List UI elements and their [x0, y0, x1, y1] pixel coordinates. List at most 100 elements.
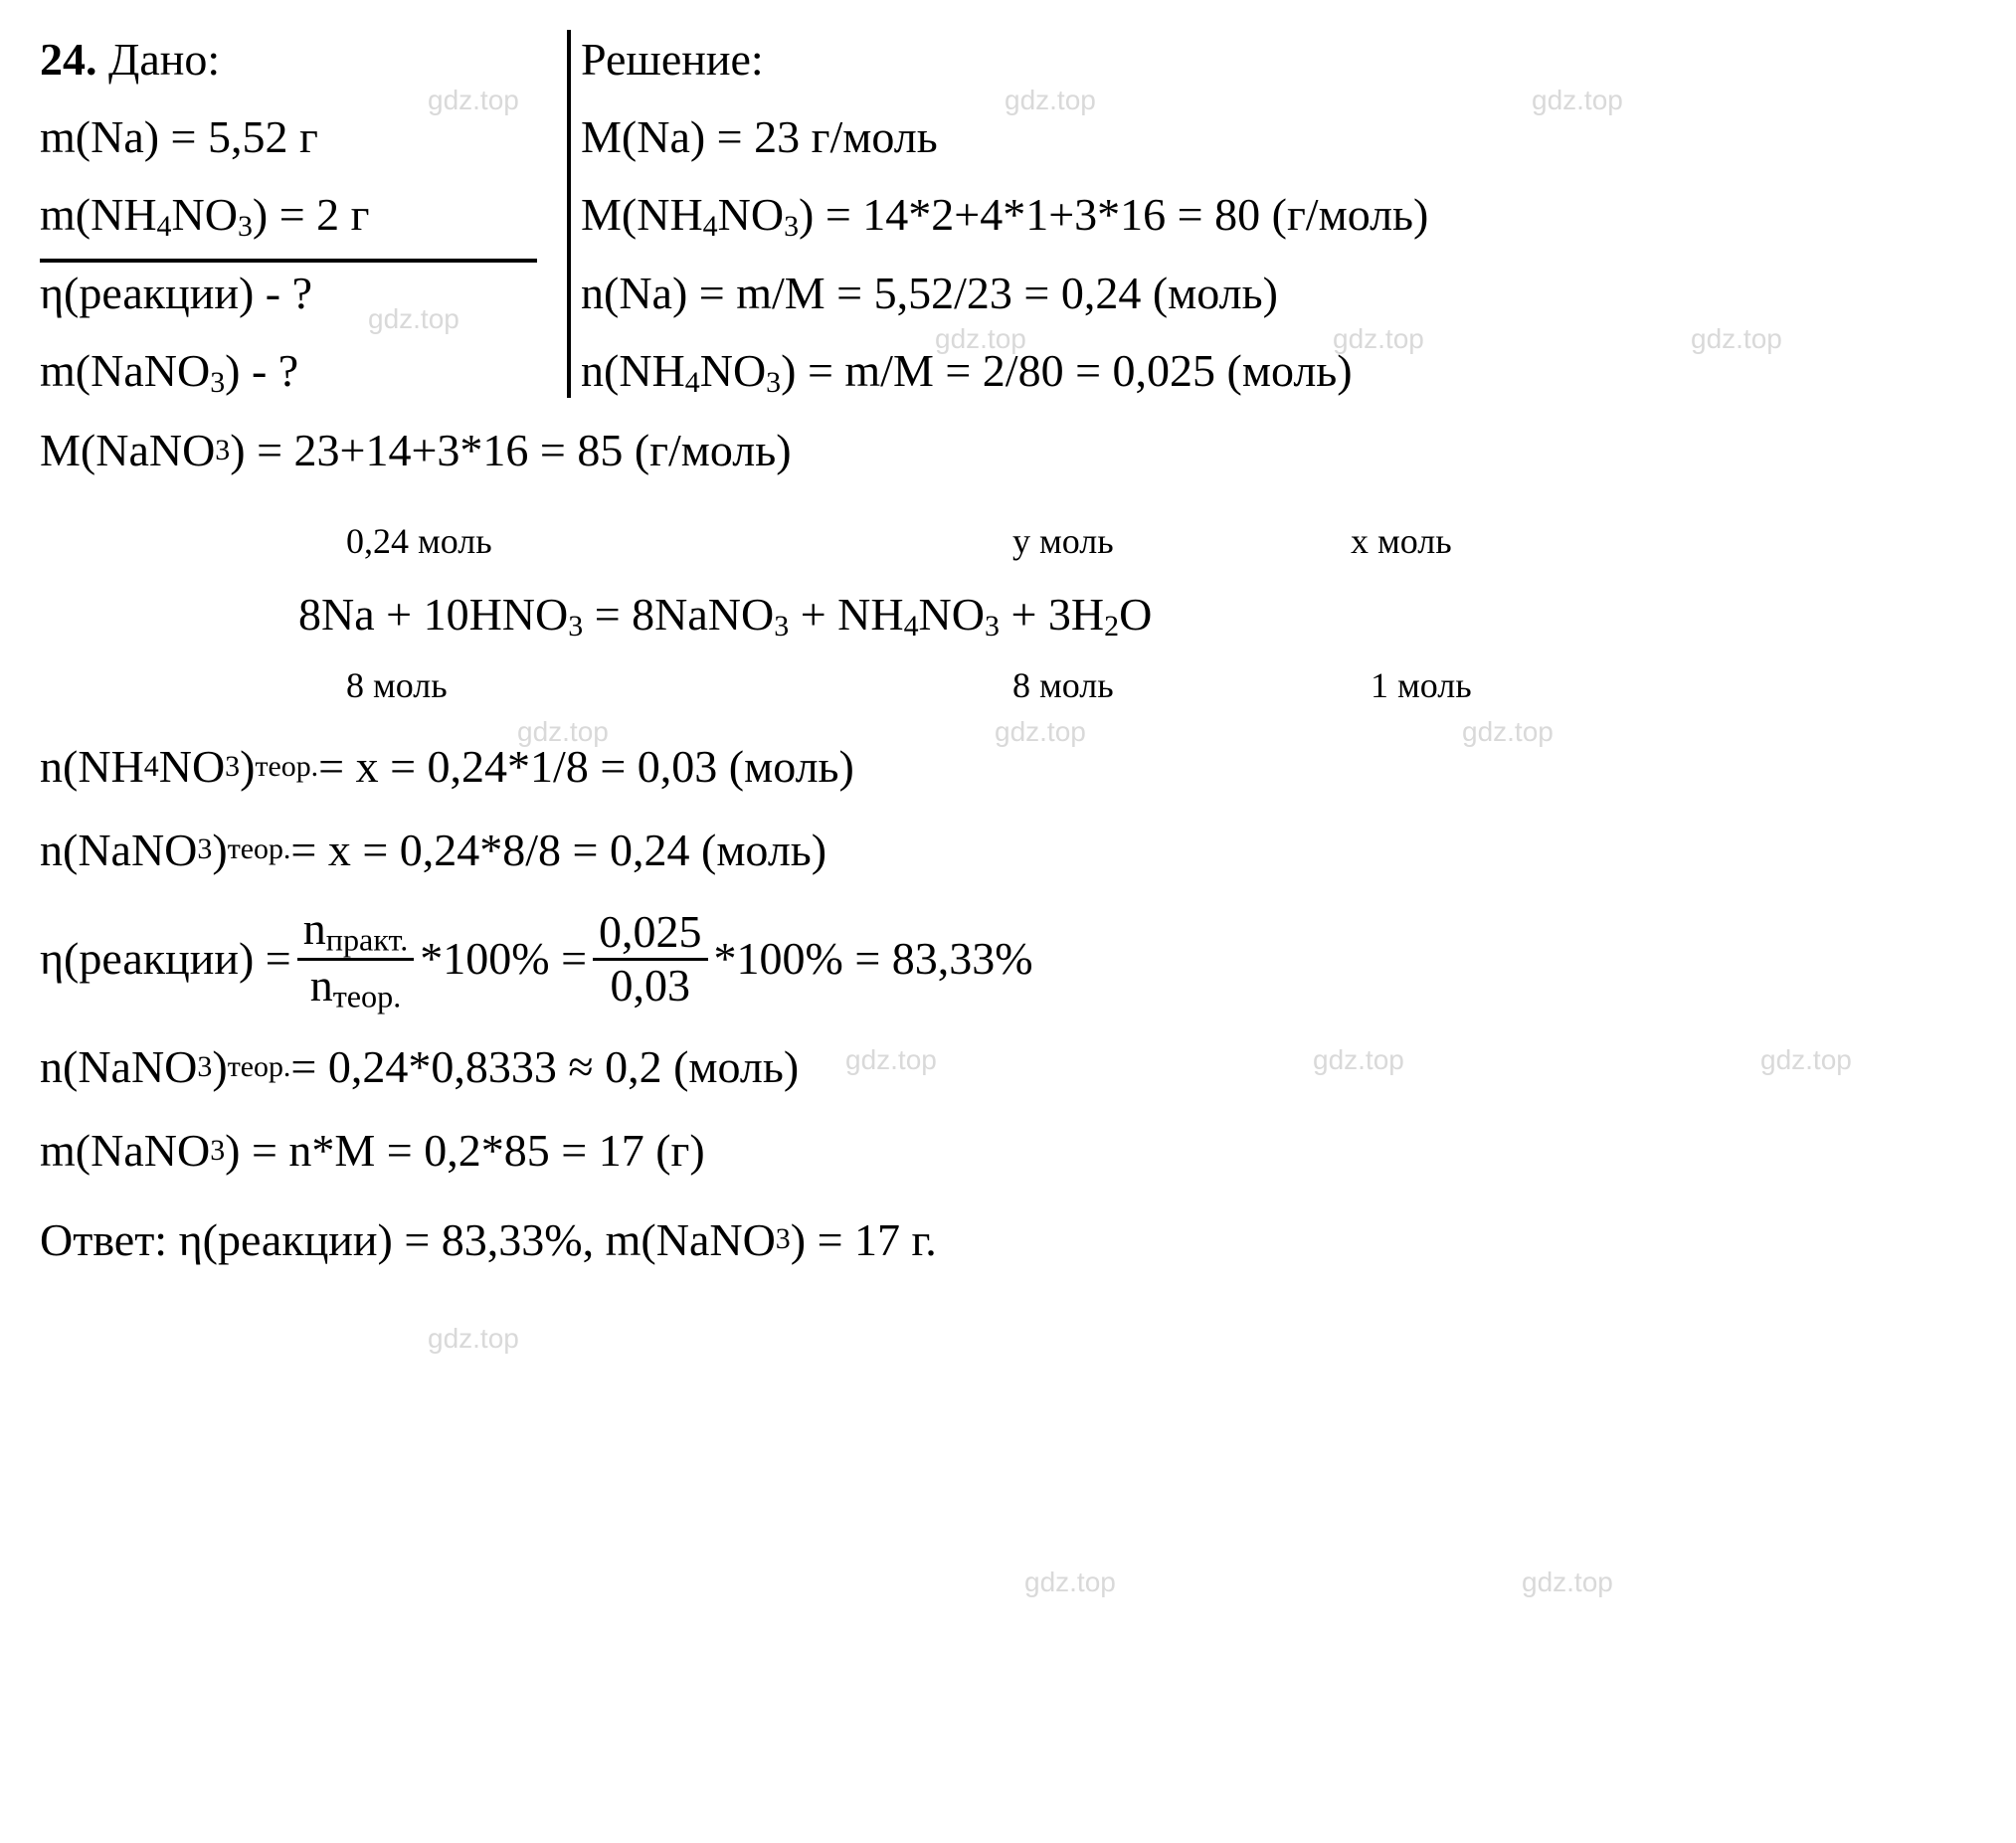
eq-bottom-annotations: 8 моль 8 моль 1 моль	[298, 664, 1976, 707]
subscript: теор.	[255, 748, 318, 787]
given-line-2: m(NH4NO3) = 2 г	[40, 189, 370, 240]
subscript: 3	[225, 748, 240, 787]
problem-number: 24. Дано:	[40, 34, 220, 85]
given-line-1: m(Na) = 5,52 г	[40, 111, 318, 162]
txt-part: = x = 0,24*1/8 = 0,03 (моль)	[318, 737, 854, 797]
txt-part: )	[212, 821, 227, 880]
subscript: 3	[210, 1132, 225, 1171]
calc-line-1: n(NH4NO3)теор. = x = 0,24*1/8 = 0,03 (мо…	[40, 737, 1976, 797]
denominator: 0,03	[605, 961, 697, 1012]
subscript: 3	[784, 210, 799, 243]
eq-top-annotations: 0,24 моль y моль x моль	[298, 520, 1976, 563]
given-label: Дано:	[108, 34, 220, 85]
txt-part: M(NH	[581, 189, 703, 240]
anno-text: 1 моль	[1371, 664, 1472, 707]
anno-text: 0,24 моль	[346, 520, 1012, 563]
fraction-2: 0,025 0,03	[593, 907, 708, 1011]
given-hline	[40, 259, 537, 263]
txt-part: n(NaNO	[40, 821, 197, 880]
subscript: 3	[766, 366, 781, 399]
calc-line-4: n(NaNO3)теор. = 0,24*0,8333 ≈ 0,2 (моль)	[40, 1037, 1976, 1097]
txt-part: ) = 23+14+3*16 = 85 (г/моль)	[230, 421, 791, 480]
txt-part: = 8NaNO	[583, 589, 774, 640]
numerator: 0,025	[593, 907, 708, 958]
txt-part: NO	[700, 345, 766, 396]
txt-part: n	[310, 960, 333, 1011]
subscript: практ.	[326, 921, 409, 957]
equation-block: 0,24 моль y моль x моль 8Na + 10HNO3 = 8…	[40, 520, 1976, 707]
subscript: 3	[197, 1048, 212, 1087]
subscript: 4	[685, 366, 700, 399]
numerator: nпракт.	[297, 904, 415, 958]
solution-line-4: n(NH4NO3) = m/M = 2/80 = 0,025 (моль)	[581, 345, 1353, 396]
txt-part: ) = 14*2+4*1+3*16 = 80 (г/моль)	[799, 189, 1428, 240]
txt-part: *100% =	[420, 929, 587, 989]
subscript: теор.	[333, 978, 402, 1014]
txt-part: 8Na + 10HNO	[298, 589, 568, 640]
txt-part: ) = m/M = 2/80 = 0,025 (моль)	[781, 345, 1352, 396]
txt-part: + 3H	[1000, 589, 1104, 640]
anno-text: 8 моль	[346, 664, 1012, 707]
subscript: 3	[238, 210, 253, 243]
txt-part: Ответ: η(реакции) = 83,33%, m(NaNO	[40, 1210, 776, 1270]
given-line-4: m(NaNO3) - ?	[40, 345, 298, 396]
answer-line: Ответ: η(реакции) = 83,33%, m(NaNO3) = 1…	[40, 1210, 1976, 1270]
subscript: 3	[568, 610, 583, 643]
subscript: 2	[1104, 610, 1119, 643]
subscript: 4	[144, 748, 159, 787]
txt-part: O	[1119, 589, 1152, 640]
txt-part: n	[303, 903, 326, 954]
subscript: 3	[776, 1220, 791, 1259]
txt-part: = x = 0,24*8/8 = 0,24 (моль)	[290, 821, 826, 880]
txt-part: NO	[159, 737, 225, 797]
txt-part: M(NaNO	[40, 421, 215, 480]
txt-part: *100% = 83,33%	[714, 929, 1033, 989]
subscript: 3	[197, 830, 212, 869]
calc-line-5: m(NaNO3) = n*M = 0,2*85 = 17 (г)	[40, 1121, 1976, 1181]
txt-part: n(NH	[581, 345, 685, 396]
watermark-text: gdz.top	[1522, 1567, 1613, 1598]
vertical-divider	[567, 30, 571, 398]
txt-part: η(реакции) =	[40, 929, 291, 989]
subscript: 4	[703, 210, 718, 243]
txt-part: m(NaNO	[40, 1121, 210, 1181]
calc-line-3: η(реакции) = nпракт. nтеор. *100% = 0,02…	[40, 904, 1976, 1014]
equation-main: 8Na + 10HNO3 = 8NaNO3 + NH4NO3 + 3H2O	[298, 567, 1976, 664]
txt-part: ) = 17 г.	[791, 1210, 937, 1270]
solution-line-1: M(Na) = 23 г/моль	[581, 111, 938, 162]
txt-part: NO	[718, 189, 784, 240]
txt-part: n(NH	[40, 737, 144, 797]
subscript: 3	[985, 610, 1000, 643]
txt-part: + NH	[789, 589, 903, 640]
txt-part: ) = 2 г	[253, 189, 370, 240]
anno-text: y моль	[1012, 520, 1351, 563]
given-line-3: η(реакции) - ?	[40, 268, 312, 318]
calc-line-2: n(NaNO3)теор. = x = 0,24*8/8 = 0,24 (мол…	[40, 821, 1976, 880]
txt-part: NO	[172, 189, 238, 240]
solution-line-2: M(NH4NO3) = 14*2+4*1+3*16 = 80 (г/моль)	[581, 189, 1428, 240]
fraction-1: nпракт. nтеор.	[297, 904, 415, 1014]
subscript: 4	[904, 610, 919, 643]
txt-part: n(NaNO	[40, 1037, 197, 1097]
txt-part: m(NaNO	[40, 345, 210, 396]
txt-part: = 0,24*0,8333 ≈ 0,2 (моль)	[290, 1037, 799, 1097]
subscript: 3	[774, 610, 789, 643]
anno-text: 8 моль	[1012, 664, 1371, 707]
txt-part: m(NH	[40, 189, 157, 240]
watermark-text: gdz.top	[1024, 1567, 1116, 1598]
subscript: теор.	[228, 1048, 291, 1087]
subscript: 3	[210, 366, 225, 399]
subscript: теор.	[228, 830, 291, 869]
subscript: 3	[215, 432, 230, 470]
txt-part: NO	[919, 589, 985, 640]
txt-part: )	[212, 1037, 227, 1097]
watermark-text: gdz.top	[428, 1323, 519, 1355]
txt-part: ) - ?	[225, 345, 298, 396]
denominator: nтеор.	[304, 961, 408, 1014]
solution-label: Решение:	[581, 34, 764, 85]
anno-text: x моль	[1351, 520, 1452, 563]
subscript: 4	[157, 210, 172, 243]
solution-line-3: n(Na) = m/M = 5,52/23 = 0,24 (моль)	[581, 268, 1278, 318]
molar-mass-nano3: M(NaNO3) = 23+14+3*16 = 85 (г/моль)	[40, 421, 1976, 480]
txt-part: )	[240, 737, 255, 797]
